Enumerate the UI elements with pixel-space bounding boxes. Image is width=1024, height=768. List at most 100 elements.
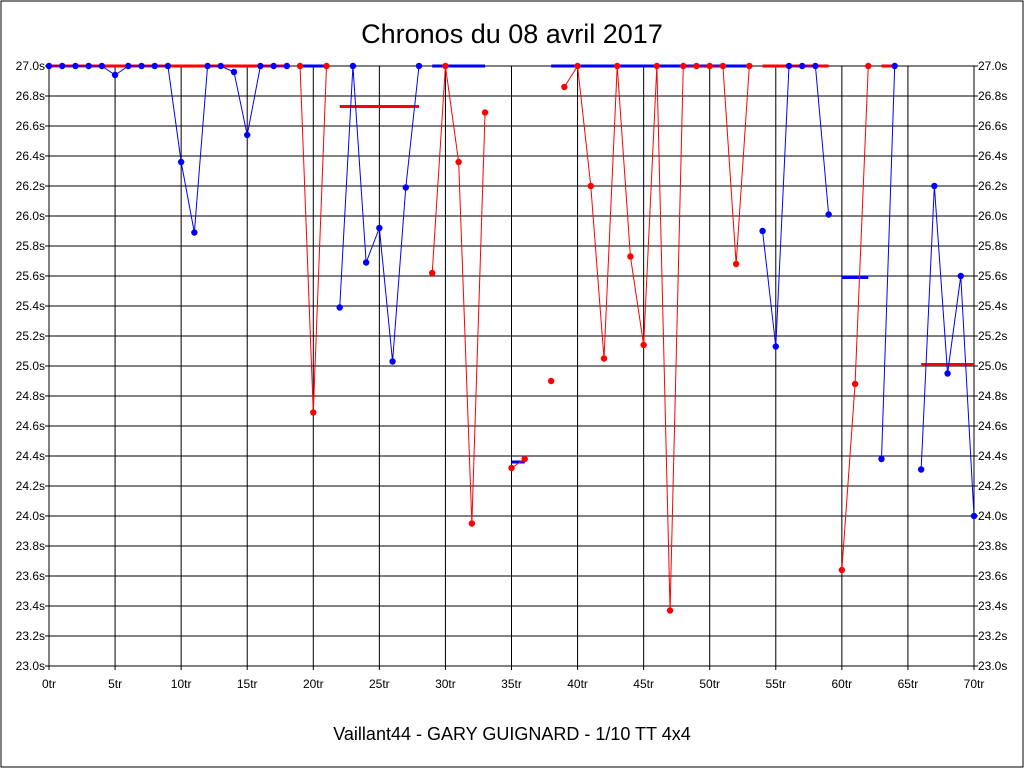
y-tick-label-right: 25.4s — [978, 299, 1007, 313]
axes: 23.0s 23.0s 23.2s 23.2s 23.4s 23.4s 23.6s 23.6s… — [16, 59, 1008, 691]
series-line — [762, 65, 830, 347]
data-point — [111, 71, 119, 79]
y-tick-label-left: 23.2s — [16, 629, 45, 643]
data-point — [825, 211, 832, 218]
data-point — [785, 62, 793, 70]
y-tick-label-left: 24.6s — [16, 419, 45, 433]
data-point — [746, 62, 753, 70]
data-point — [59, 62, 66, 70]
data-point — [838, 566, 846, 574]
data-point — [455, 158, 462, 166]
data-point — [217, 62, 224, 70]
y-tick-label-left: 23.0s — [16, 659, 45, 673]
data-point — [865, 62, 872, 70]
y-tick-label-right: 25.8s — [978, 239, 1007, 253]
data-point — [719, 62, 727, 70]
y-tick-label-right: 24.0s — [978, 509, 1007, 523]
data-point — [244, 131, 251, 139]
x-tick-label: 45tr — [633, 677, 654, 691]
y-tick-label-left: 25.8s — [16, 239, 45, 253]
data-point — [72, 62, 79, 70]
series — [45, 62, 978, 614]
y-tick-label-left: 26.0s — [16, 209, 45, 223]
data-point — [508, 464, 515, 472]
y-tick-label-left: 24.4s — [16, 449, 45, 463]
data-point — [481, 109, 489, 116]
data-point — [125, 62, 132, 70]
data-point — [732, 260, 740, 268]
data-point — [917, 466, 925, 473]
x-tick-label: 55tr — [765, 677, 786, 691]
data-point — [138, 62, 145, 70]
data-point — [521, 455, 528, 463]
y-tick-label-right: 26.8s — [978, 89, 1007, 103]
data-point — [283, 62, 291, 70]
data-point — [587, 182, 594, 190]
data-point — [98, 62, 106, 70]
data-point — [323, 62, 330, 70]
y-tick-label-right: 25.0s — [978, 359, 1007, 373]
x-tick-label: 35tr — [501, 677, 522, 691]
y-tick-label-right: 24.6s — [978, 419, 1007, 433]
x-tick-label: 50tr — [699, 677, 720, 691]
y-tick-label-right: 25.6s — [978, 269, 1007, 283]
y-tick-label-left: 25.4s — [16, 299, 45, 313]
y-tick-label-right: 24.8s — [978, 389, 1007, 403]
x-tick-label: 10tr — [171, 677, 192, 691]
data-point — [600, 355, 608, 362]
y-tick-label-right: 26.6s — [978, 119, 1007, 133]
y-tick-label-left: 24.8s — [16, 389, 45, 403]
data-point — [706, 62, 713, 70]
data-point — [151, 62, 158, 70]
y-tick-label-right: 23.0s — [978, 659, 1007, 673]
y-tick-label-left: 27.0s — [16, 59, 45, 73]
data-point — [640, 341, 647, 349]
data-point — [270, 62, 277, 70]
y-tick-label-left: 24.0s — [16, 509, 45, 523]
data-point — [230, 68, 238, 76]
chart-subtitle: Vaillant44 - GARY GUIGNARD - 1/10 TT 4x4 — [333, 724, 690, 744]
data-point — [389, 358, 396, 365]
y-tick-label-right: 27.0s — [978, 59, 1007, 73]
y-tick-label-left: 26.8s — [16, 89, 45, 103]
data-point — [85, 62, 92, 70]
data-point — [376, 224, 383, 232]
y-tick-label-left: 25.2s — [16, 329, 45, 343]
data-point — [614, 62, 621, 70]
data-point — [680, 62, 687, 70]
y-tick-label-right: 26.2s — [978, 179, 1007, 193]
y-tick-label-right: 24.4s — [978, 449, 1007, 463]
y-tick-label-left: 26.6s — [16, 119, 45, 133]
x-tick-label: 70tr — [964, 677, 985, 691]
data-point — [878, 455, 885, 463]
y-tick-label-right: 23.8s — [978, 539, 1007, 553]
y-tick-label-right: 23.4s — [978, 599, 1007, 613]
data-point — [693, 62, 700, 70]
data-point — [799, 62, 806, 70]
data-point — [191, 229, 198, 236]
x-tick-label: 0tr — [42, 677, 56, 691]
data-point — [349, 62, 357, 70]
y-tick-label-left: 24.2s — [16, 479, 45, 493]
y-tick-label-right: 23.6s — [978, 569, 1007, 583]
data-point — [561, 83, 568, 91]
data-point — [666, 607, 674, 614]
data-point — [970, 512, 978, 520]
x-tick-label: 20tr — [303, 677, 324, 691]
x-tick-label: 60tr — [832, 677, 853, 691]
data-point — [772, 343, 779, 350]
data-point — [891, 62, 898, 70]
grid — [48, 65, 975, 667]
data-point — [627, 253, 634, 260]
data-point — [759, 227, 766, 235]
chart-title: Chronos du 08 avril 2017 — [361, 19, 663, 49]
data-point — [310, 409, 317, 416]
x-tick-label: 5tr — [108, 677, 122, 691]
data-point — [851, 380, 859, 388]
x-tick-label: 65tr — [898, 677, 919, 691]
x-tick-label: 30tr — [435, 677, 456, 691]
y-tick-label-left: 26.4s — [16, 149, 45, 163]
data-point — [296, 62, 304, 70]
data-point — [362, 259, 370, 266]
